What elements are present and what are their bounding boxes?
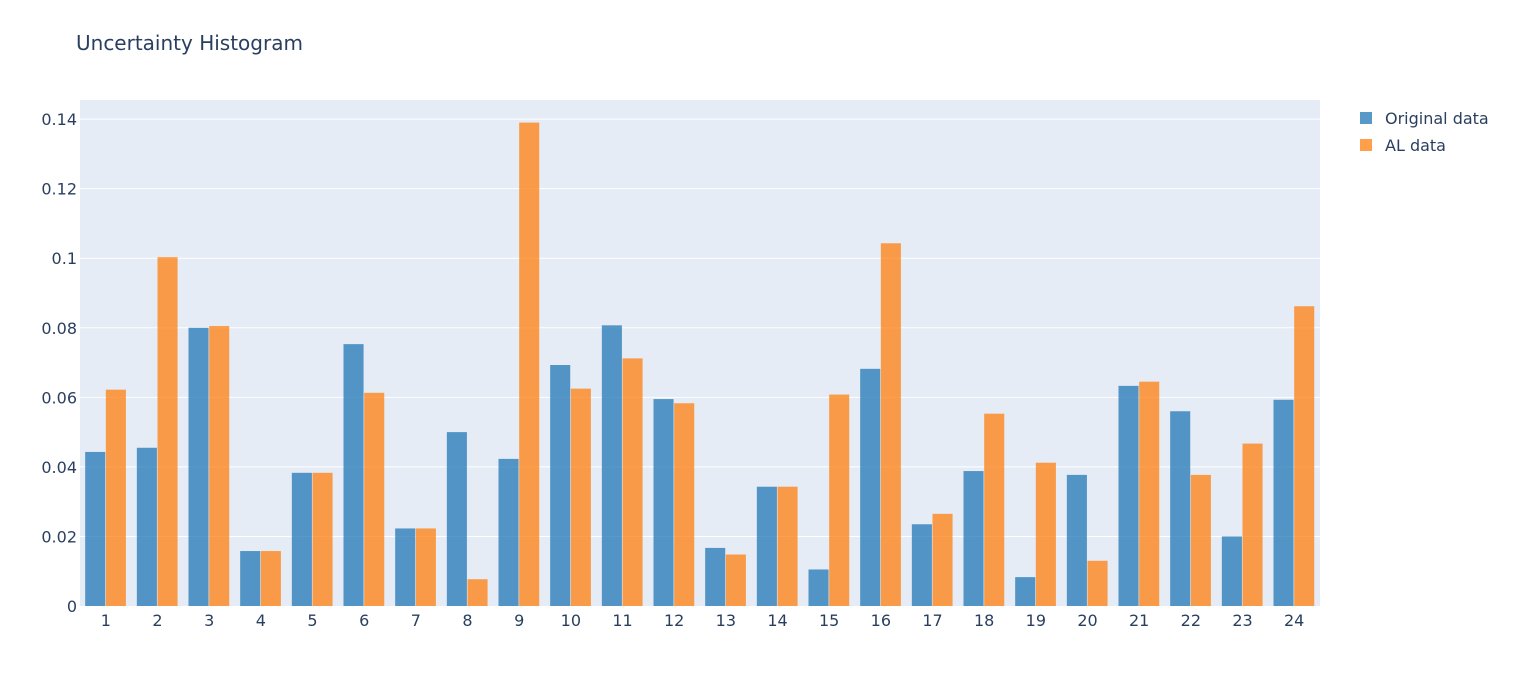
- bar-al-12[interactable]: [674, 403, 695, 606]
- bar-al-23[interactable]: [1242, 443, 1263, 606]
- bar-al-8[interactable]: [467, 579, 488, 606]
- x-tick-label: 8: [462, 611, 472, 630]
- x-tick-label: 14: [767, 611, 787, 630]
- x-tick-label: 7: [411, 611, 421, 630]
- bar-al-21[interactable]: [1139, 381, 1160, 606]
- y-tick-label: 0.08: [41, 319, 77, 338]
- bar-original-12[interactable]: [653, 399, 674, 606]
- x-tick-label: 13: [716, 611, 736, 630]
- y-axis: 0 0.02 0.04 0.06 0.08 0.1 0.12 0.14: [41, 110, 77, 616]
- x-tick-label: 20: [1077, 611, 1097, 630]
- bar-al-11[interactable]: [622, 358, 643, 606]
- x-tick-label: 19: [1026, 611, 1046, 630]
- bar-original-11[interactable]: [601, 325, 622, 606]
- bars: [85, 122, 1315, 606]
- x-tick-label: 16: [871, 611, 891, 630]
- x-tick-label: 3: [204, 611, 214, 630]
- bar-original-19[interactable]: [1015, 577, 1036, 606]
- bar-original-22[interactable]: [1170, 411, 1191, 606]
- legend-swatch: [1360, 112, 1372, 124]
- x-tick-label: 1: [101, 611, 111, 630]
- bar-original-5[interactable]: [291, 472, 312, 606]
- x-tick-label: 18: [974, 611, 994, 630]
- x-tick-label: 23: [1232, 611, 1252, 630]
- bar-al-7[interactable]: [415, 528, 436, 606]
- bar-al-5[interactable]: [312, 472, 333, 606]
- x-tick-label: 10: [561, 611, 581, 630]
- bar-al-15[interactable]: [829, 394, 850, 606]
- bar-al-2[interactable]: [157, 257, 178, 606]
- bar-original-7[interactable]: [395, 528, 416, 606]
- legend-label: Original data: [1385, 109, 1489, 128]
- legend-swatch: [1360, 139, 1372, 151]
- bar-original-23[interactable]: [1221, 536, 1242, 606]
- bar-original-21[interactable]: [1118, 385, 1139, 606]
- bar-original-16[interactable]: [860, 368, 881, 606]
- x-tick-label: 24: [1284, 611, 1304, 630]
- gridlines: [80, 118, 1320, 537]
- bar-al-9[interactable]: [519, 122, 540, 606]
- bar-original-13[interactable]: [705, 547, 726, 606]
- bar-original-9[interactable]: [498, 458, 519, 606]
- y-tick-label: 0.02: [41, 527, 77, 546]
- bar-al-22[interactable]: [1190, 474, 1211, 606]
- y-tick-label: 0.1: [52, 249, 77, 268]
- bar-al-14[interactable]: [777, 486, 798, 606]
- y-tick-label: 0.12: [41, 180, 77, 199]
- bar-al-6[interactable]: [364, 392, 385, 606]
- bar-original-14[interactable]: [756, 486, 777, 606]
- x-tick-label: 4: [256, 611, 266, 630]
- y-tick-label: 0.06: [41, 388, 77, 407]
- bar-al-4[interactable]: [260, 551, 281, 606]
- x-axis: 1 2 3 4 5 6 7 8 9 10 11 12 13 14 15 16 17 18 19 20 21 22 23 24: [101, 611, 1305, 630]
- chart-title: Uncertainty Histogram: [76, 31, 303, 55]
- legend-item-original[interactable]: Original data: [1360, 109, 1489, 128]
- y-tick-label: 0.04: [41, 458, 77, 477]
- bar-original-17[interactable]: [911, 524, 932, 606]
- x-tick-label: 9: [514, 611, 524, 630]
- y-tick-label: 0: [67, 597, 77, 616]
- bar-original-24[interactable]: [1273, 399, 1294, 606]
- bar-original-18[interactable]: [963, 471, 984, 606]
- bar-original-8[interactable]: [446, 432, 467, 606]
- x-tick-label: 12: [664, 611, 684, 630]
- x-tick-label: 21: [1129, 611, 1149, 630]
- x-tick-label: 5: [307, 611, 317, 630]
- x-tick-label: 2: [152, 611, 162, 630]
- x-tick-label: 11: [612, 611, 632, 630]
- bar-original-3[interactable]: [188, 327, 209, 606]
- bar-original-2[interactable]: [136, 447, 157, 606]
- bar-al-1[interactable]: [105, 389, 126, 606]
- x-tick-label: 17: [922, 611, 942, 630]
- x-tick-label: 15: [819, 611, 839, 630]
- bar-al-17[interactable]: [932, 513, 953, 606]
- bar-al-24[interactable]: [1294, 306, 1315, 606]
- legend-label: AL data: [1385, 136, 1446, 155]
- bar-original-10[interactable]: [550, 365, 571, 606]
- bar-al-18[interactable]: [984, 413, 1005, 606]
- bar-al-3[interactable]: [209, 326, 230, 606]
- y-tick-label: 0.14: [41, 110, 77, 129]
- x-tick-label: 6: [359, 611, 369, 630]
- plot-area[interactable]: [80, 100, 1320, 606]
- bar-original-20[interactable]: [1066, 474, 1087, 606]
- bar-original-1[interactable]: [85, 451, 106, 606]
- bar-al-16[interactable]: [880, 243, 901, 606]
- bar-original-6[interactable]: [343, 344, 364, 606]
- bar-original-15[interactable]: [808, 569, 829, 606]
- bar-original-4[interactable]: [240, 551, 261, 606]
- x-tick-label: 22: [1181, 611, 1201, 630]
- bar-al-13[interactable]: [725, 554, 746, 606]
- bar-al-19[interactable]: [1035, 462, 1056, 606]
- bar-al-10[interactable]: [570, 388, 591, 606]
- bar-al-20[interactable]: [1087, 560, 1108, 606]
- legend-item-al[interactable]: AL data: [1360, 136, 1446, 155]
- legend: Original data AL data: [1360, 109, 1489, 155]
